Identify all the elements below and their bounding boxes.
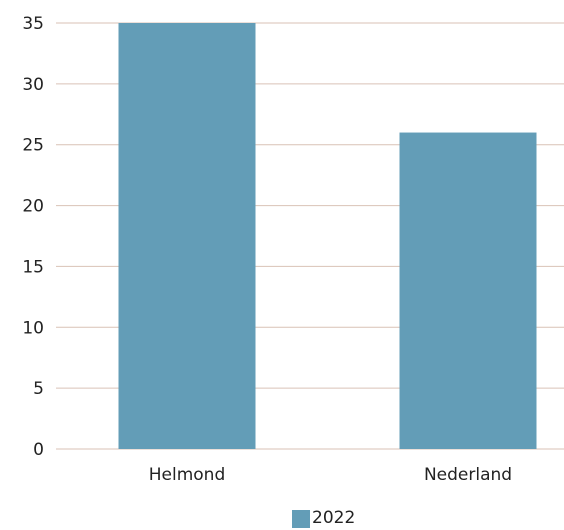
y-tick-label: 30 <box>22 75 44 95</box>
y-tick-label: 15 <box>22 257 44 277</box>
legend-swatch <box>292 510 310 528</box>
y-axis-tick-labels: 0 5 10 15 20 25 30 35 <box>22 14 44 460</box>
legend-label: 2022 <box>312 508 355 528</box>
bar-helmond[interactable] <box>118 23 256 449</box>
bars <box>118 23 537 450</box>
y-tick-label: 5 <box>33 379 44 399</box>
x-category-label: Helmond <box>149 465 226 485</box>
bar-nederland[interactable] <box>399 132 537 450</box>
y-tick-label: 20 <box>22 197 44 217</box>
y-tick-label: 0 <box>33 440 44 460</box>
x-axis-category-labels: Helmond Nederland <box>149 465 512 485</box>
y-tick-label: 35 <box>22 14 44 34</box>
y-tick-label: 25 <box>22 136 44 156</box>
y-tick-label: 10 <box>22 318 44 338</box>
legend: 2022 <box>292 508 355 528</box>
x-category-label: Nederland <box>424 465 512 485</box>
